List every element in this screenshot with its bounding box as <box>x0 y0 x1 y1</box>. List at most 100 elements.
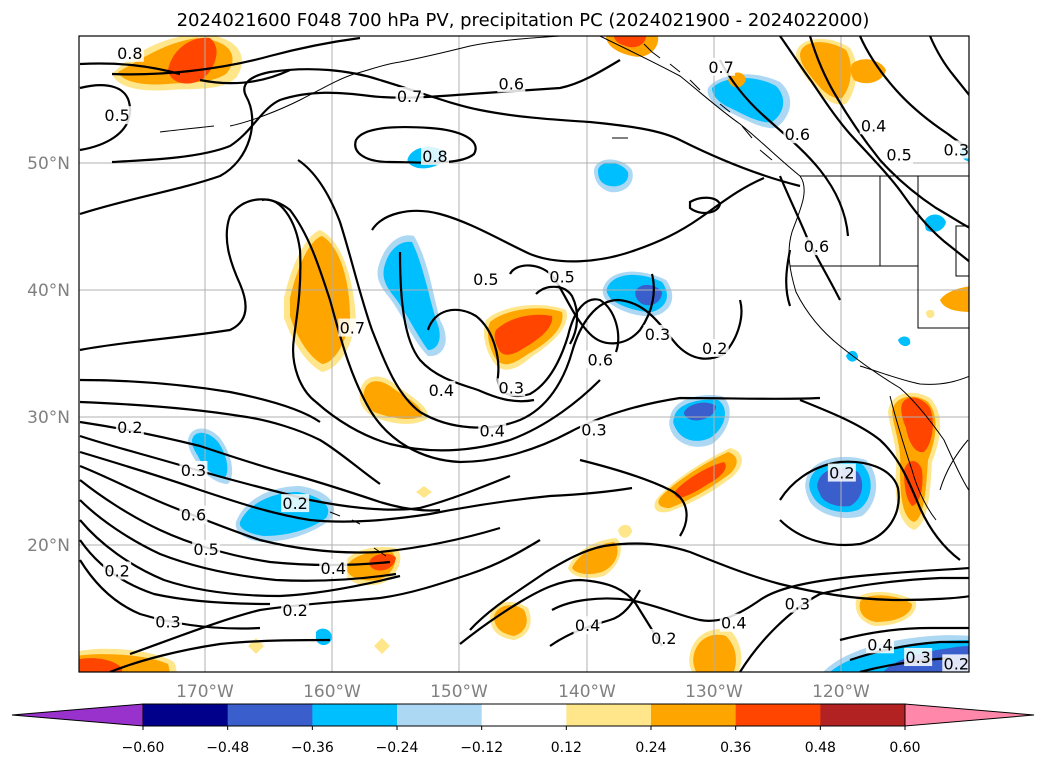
contour-label: 0.2 <box>651 629 676 648</box>
contour-label: 0.2 <box>282 494 307 513</box>
contour-label: 0.4 <box>479 422 504 441</box>
contour-label-bg <box>179 505 208 524</box>
contour-label-bg <box>478 421 507 440</box>
lon-tick-label: 160°W <box>303 682 361 702</box>
colorbar-tick-label: −0.24 <box>376 740 419 756</box>
contour-label-bg <box>115 417 144 436</box>
colorbar-cell <box>481 704 567 726</box>
pv-contours <box>79 36 969 672</box>
colorbar-tick-label: −0.36 <box>291 740 334 756</box>
lon-tick-label: 140°W <box>558 682 616 702</box>
colorbar-tick-label: −0.60 <box>122 740 165 756</box>
colorbar-frame <box>142 703 906 727</box>
colorbar-cell <box>735 704 821 726</box>
contour-label-bg <box>866 635 894 654</box>
contour-label: 0.6 <box>181 506 206 525</box>
contour-label-bg <box>649 628 678 647</box>
contour-label: 0.7 <box>340 319 365 338</box>
contour-label-bg <box>579 420 608 439</box>
colorbar-cell <box>312 704 398 726</box>
lon-tick-label: 120°W <box>812 682 870 702</box>
contour-label-bg <box>707 57 736 76</box>
contour-label-bg <box>281 494 310 513</box>
colorbar-tick-label: 0.12 <box>551 740 582 756</box>
contour-label: 0.5 <box>549 268 574 287</box>
contour-label: 0.2 <box>702 339 727 358</box>
contour-label-bg <box>421 146 449 165</box>
contour-label: 0.8 <box>117 44 142 63</box>
contour-label: 0.6 <box>588 350 613 369</box>
contour-label: 0.4 <box>721 614 746 633</box>
lon-tick-label: 130°W <box>685 682 743 702</box>
contour-label-bg <box>115 43 144 62</box>
contour-label-bg <box>643 324 672 343</box>
latitude-axis: 50°N 40°N 30°N 20°N <box>27 154 70 556</box>
contour-label: 0.4 <box>861 116 886 135</box>
contour-label-bg <box>548 267 577 286</box>
contour-label-bg <box>783 594 812 613</box>
contour-label: 0.5 <box>104 106 129 125</box>
colorbar-extend-high <box>904 703 1035 727</box>
lat-tick-label: 20°N <box>27 536 70 556</box>
contour-label-bg <box>904 648 933 667</box>
contour-label: 0.3 <box>785 595 810 614</box>
contour-label-bg <box>338 318 367 337</box>
contour-label: 0.3 <box>581 420 606 439</box>
contour-label-bg <box>942 654 969 672</box>
contour-label: 0.2 <box>829 464 854 483</box>
contour-label-bg <box>859 116 888 135</box>
contour-label: 0.6 <box>785 125 810 144</box>
contour-label: 0.3 <box>905 648 930 667</box>
colorbar-tick-label: 0.24 <box>635 740 666 756</box>
contour-labels: 0.80.50.70.60.80.70.6 0.40.5 0.30.60.5 0.50… <box>103 43 969 673</box>
contour-label: 0.4 <box>867 635 892 654</box>
contour-label-bg <box>319 558 348 577</box>
contour-label-bg <box>103 106 132 125</box>
contour-label: 0.7 <box>708 58 733 77</box>
contour-label-bg <box>783 125 812 144</box>
contour-label-bg <box>586 350 615 369</box>
contour-label-bg <box>573 616 602 635</box>
contour-label-bg <box>942 140 969 159</box>
colorbar: −0.60 −0.48 −0.36 −0.24 −0.12 0.12 0.24 0.36 0.4… <box>11 703 1035 756</box>
contour-label-bg <box>497 378 526 397</box>
colorbar-tick-label: 0.36 <box>720 740 751 756</box>
contour-label-bg <box>471 270 500 289</box>
contour-label: 0.2 <box>944 654 969 673</box>
contour-label: 0.4 <box>575 616 600 635</box>
longitude-axis: 170°W 160°W 150°W 140°W 130°W 120°W <box>176 682 870 702</box>
colorbar-tick-label: 0.48 <box>805 740 836 756</box>
colorbar-cell <box>143 704 229 726</box>
contour-label-bg <box>719 613 748 632</box>
contour-label-bg <box>395 87 424 106</box>
contour-label-bg <box>827 463 856 482</box>
contour-label: 0.6 <box>499 74 524 93</box>
lon-tick-label: 150°W <box>430 682 488 702</box>
contour-label: 0.5 <box>193 540 218 559</box>
colorbar-tick-label: −0.48 <box>206 740 249 756</box>
lat-tick-label: 40°N <box>27 281 70 301</box>
contour-label: 0.3 <box>944 140 969 159</box>
contour-label-bg <box>885 145 914 164</box>
colorbar-cell <box>651 704 737 726</box>
lat-tick-label: 50°N <box>27 154 70 174</box>
contour-label-bg <box>281 600 310 619</box>
contour-label: 0.3 <box>645 325 670 344</box>
coastlines <box>159 36 969 557</box>
contour-label: 0.2 <box>282 601 307 620</box>
contour-label-bg <box>497 74 526 93</box>
colorbar-tick-label: 0.60 <box>889 740 920 756</box>
colorbar-cell <box>397 704 483 726</box>
lon-tick-label: 170°W <box>176 682 234 702</box>
colorbar-cell <box>566 704 652 726</box>
contour-label: 0.4 <box>321 559 346 578</box>
contour-label: 0.3 <box>181 461 206 480</box>
contour-label-bg <box>427 380 456 399</box>
contour-label-bg <box>154 612 182 631</box>
contour-label-bg <box>700 338 729 357</box>
contour-label: 0.7 <box>397 87 422 106</box>
contour-label-bg <box>802 237 831 256</box>
contour-label: 0.8 <box>422 147 447 166</box>
contour-label: 0.2 <box>117 418 142 437</box>
